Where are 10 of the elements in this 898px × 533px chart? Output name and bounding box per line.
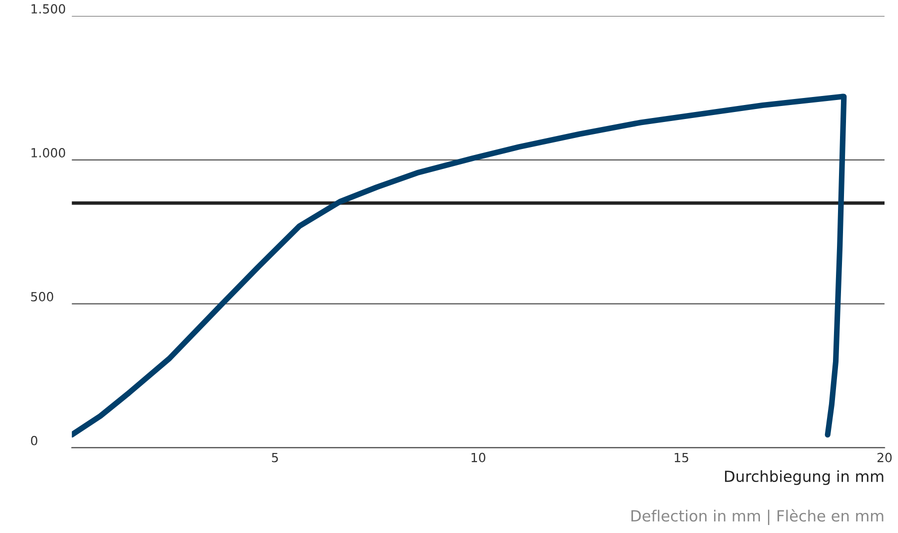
x-axis-title: Durchbiegung in mm <box>725 470 884 486</box>
y-tick-label: 0 <box>31 436 38 446</box>
x-tick-label: 15 <box>674 452 688 462</box>
y-tick-label: 1.500 <box>32 4 66 14</box>
x-tick-label: 20 <box>877 452 892 462</box>
y-tick-label: 1.000 <box>32 148 66 158</box>
y-tick-label: 500 <box>31 292 54 302</box>
text: Deflection in mm | Flèche en mm <box>631 509 884 526</box>
x-tick-label: 10 <box>472 452 486 462</box>
x-tick-label: 5 <box>272 452 278 462</box>
